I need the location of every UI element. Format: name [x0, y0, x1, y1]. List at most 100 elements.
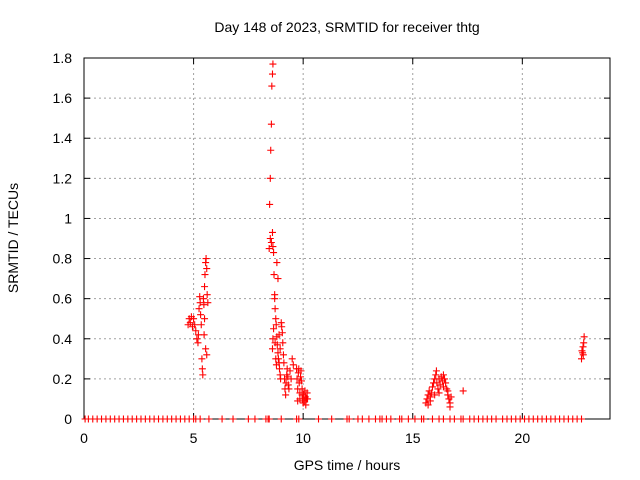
data-point: [229, 415, 237, 423]
data-point: [284, 381, 292, 389]
data-point: [282, 391, 290, 399]
data-point: [442, 379, 450, 387]
data-point: [265, 245, 273, 253]
data-point: [203, 291, 211, 299]
data-point: [198, 355, 206, 363]
data-point: [428, 415, 436, 423]
data-point: [297, 367, 305, 375]
data-point: [267, 120, 275, 128]
data-point: [196, 415, 204, 423]
data-point: [200, 301, 208, 309]
data-point: [432, 371, 440, 379]
data-point: [201, 283, 209, 291]
data-point: [302, 401, 310, 409]
data-point: [194, 339, 202, 347]
data-point: [328, 415, 336, 423]
data-point: [199, 295, 207, 303]
data-point: [191, 321, 199, 329]
axis-ticks: 0 0.2 0.4 0.6 0.8 1 1.2 1.4 1.6 1.8 0 5 10 15 20: [53, 50, 610, 446]
data-point: [273, 259, 281, 267]
data-point: [289, 361, 297, 369]
data-point: [345, 415, 353, 423]
data-point: [197, 321, 205, 329]
data-point: [578, 355, 586, 363]
data-point: [279, 339, 287, 347]
data-point: [186, 319, 194, 327]
data-point: [404, 415, 412, 423]
data-point: [274, 349, 282, 357]
data-point: [579, 351, 587, 359]
data-point: [447, 393, 455, 401]
data-point: [272, 361, 280, 369]
data-point: [420, 415, 428, 423]
data-point: [578, 415, 586, 423]
data-point: [271, 291, 279, 299]
y-tick-label: 1: [64, 210, 72, 226]
y-tick-label: 1.4: [53, 130, 73, 146]
data-point: [297, 377, 305, 385]
data-point: [269, 243, 277, 251]
data-point: [295, 415, 303, 423]
data-point: [203, 265, 211, 273]
data-point: [492, 415, 500, 423]
grid-lines: [84, 58, 610, 419]
data-point: [201, 271, 209, 279]
data-point: [267, 146, 275, 154]
data-point: [270, 271, 278, 279]
data-point: [265, 415, 273, 423]
x-tick-label: 5: [190, 430, 198, 446]
data-point: [280, 359, 288, 367]
data-point: [278, 329, 286, 337]
data-point: [288, 355, 296, 363]
data-point: [199, 371, 207, 379]
x-tick-label: 10: [295, 430, 311, 446]
data-point: [271, 339, 279, 347]
data-point: [266, 200, 274, 208]
plot-frame: [83, 57, 611, 420]
data-point: [196, 299, 204, 307]
data-point: [203, 351, 211, 359]
data-point: [285, 385, 293, 393]
data-point: [277, 415, 285, 423]
data-point: [218, 415, 226, 423]
x-axis-label: GPS time / hours: [294, 457, 401, 473]
x-tick-label: 15: [405, 430, 421, 446]
data-point: [198, 365, 206, 373]
data-point: [272, 315, 280, 323]
data-point: [298, 391, 306, 399]
data-point: [387, 415, 395, 423]
y-tick-label: 0.4: [53, 331, 73, 347]
data-point: [439, 415, 447, 423]
data-point: [267, 239, 275, 247]
data-point: [197, 311, 205, 319]
data-point: [269, 335, 277, 343]
data-point: [266, 235, 274, 242]
y-tick-label: 1.8: [53, 50, 73, 66]
data-point: [269, 60, 277, 68]
data-point: [268, 345, 276, 353]
data-point: [279, 351, 287, 359]
data-point: [358, 415, 366, 423]
data-point: [202, 255, 210, 263]
data-point: [296, 395, 304, 403]
data-point: [303, 389, 311, 397]
y-tick-label: 1.2: [53, 170, 73, 186]
data-point: [196, 293, 204, 301]
data-point: [278, 323, 286, 331]
data-point: [275, 365, 283, 373]
data-point: [398, 415, 406, 423]
data-point: [286, 367, 294, 375]
data-point: [268, 82, 276, 90]
data-point: [195, 305, 203, 313]
data-point: [411, 415, 419, 423]
data-point: [580, 339, 588, 347]
data-point: [431, 391, 439, 399]
data-point: [580, 333, 588, 341]
y-tick-label: 0.8: [53, 251, 73, 267]
data-point: [200, 331, 208, 339]
data-point: [579, 343, 587, 351]
data-point: [268, 228, 276, 236]
data-point: [276, 345, 284, 353]
data-point: [435, 389, 443, 397]
